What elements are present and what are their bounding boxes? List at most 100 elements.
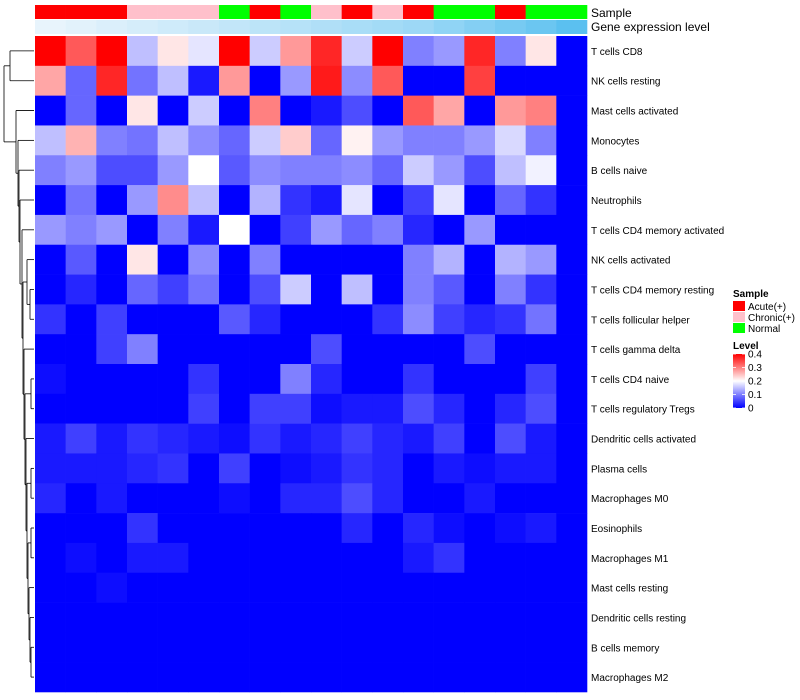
heatmap-cell xyxy=(127,364,158,395)
sample-annotation-cell xyxy=(249,5,281,19)
heatmap-cell xyxy=(525,244,557,275)
heatmap-cell xyxy=(35,214,66,246)
heatmap-cell xyxy=(96,125,128,156)
heatmap-cell xyxy=(157,95,189,126)
heatmap-cell xyxy=(96,423,128,454)
heatmap-cell xyxy=(311,483,342,514)
heatmap-cell xyxy=(372,214,404,246)
heatmap-cell xyxy=(157,155,189,186)
heatmap-cell xyxy=(464,632,496,663)
heatmap-cell xyxy=(35,185,66,216)
heatmap-cell xyxy=(372,572,404,603)
heatmap-cell xyxy=(219,244,250,275)
heatmap-cell xyxy=(219,513,250,544)
row-label: T cells CD4 memory resting xyxy=(591,285,714,296)
row-label: Dendritic cells resting xyxy=(591,613,686,624)
sample-annotation-cell xyxy=(525,5,557,19)
gene-expression-cell xyxy=(525,20,557,34)
heatmap-cell xyxy=(96,155,128,186)
heatmap-cell xyxy=(311,155,342,186)
heatmap-cell xyxy=(188,632,220,663)
heatmap-cell xyxy=(127,632,158,663)
row-label: Macrophages M1 xyxy=(591,554,669,565)
heatmap-cell xyxy=(188,513,220,544)
heatmap-cell xyxy=(311,632,342,663)
heatmap-cell xyxy=(188,65,220,96)
heatmap-cell xyxy=(249,572,281,603)
heatmap-cell xyxy=(341,542,373,574)
heatmap-cell xyxy=(556,155,588,186)
sample-annotation-cell xyxy=(341,5,373,19)
heatmap-cell xyxy=(219,632,250,663)
heatmap-cell xyxy=(433,36,465,67)
heatmap-cell xyxy=(433,125,465,156)
heatmap-cell xyxy=(341,453,373,484)
heatmap-cell xyxy=(464,393,496,424)
heatmap-cell xyxy=(495,185,526,216)
heatmap-cell xyxy=(127,483,158,514)
heatmap-cell xyxy=(127,393,158,424)
heatmap-cell xyxy=(280,214,312,246)
heatmap-cell xyxy=(157,483,189,514)
heatmap-cell xyxy=(249,662,281,693)
heatmap-cell xyxy=(372,155,404,186)
heatmap-cell xyxy=(525,572,557,603)
heatmap-cell xyxy=(219,65,250,96)
heatmap-cell xyxy=(35,244,66,275)
sample-legend-label: Acute(+) xyxy=(748,302,786,313)
heatmap-cell xyxy=(464,125,496,156)
heatmap-cell xyxy=(157,632,189,663)
heatmap-cell xyxy=(157,423,189,454)
heatmap-cell xyxy=(249,65,281,96)
heatmap-cell xyxy=(495,125,526,156)
heatmap-cell xyxy=(495,334,526,365)
heatmap-cell xyxy=(525,513,557,544)
heatmap-cell xyxy=(433,542,465,574)
heatmap-cell xyxy=(556,483,588,514)
heatmap-cell xyxy=(556,65,588,96)
level-tick-label: 0 xyxy=(748,404,754,415)
heatmap-cell xyxy=(96,334,128,365)
heatmap-cell xyxy=(372,423,404,454)
heatmap-cell xyxy=(403,274,434,305)
heatmap-cell xyxy=(525,662,557,693)
heatmap-cell xyxy=(280,244,312,275)
heatmap-cell xyxy=(157,393,189,424)
sample-legend-label: Normal xyxy=(748,324,780,335)
heatmap-cell xyxy=(188,304,220,335)
heatmap-cell xyxy=(403,125,434,156)
heatmap-cell xyxy=(372,274,404,305)
heatmap-cell xyxy=(372,95,404,126)
heatmap-cell xyxy=(495,364,526,395)
heatmap-cell xyxy=(495,65,526,96)
sample-annotation-cell xyxy=(65,5,97,19)
heatmap-cell xyxy=(35,125,66,156)
heatmap-cell xyxy=(188,572,220,603)
heatmap-cell xyxy=(188,125,220,156)
heatmap-cell xyxy=(311,95,342,126)
legend: Sample Acute(+)Chronic(+)Normal Level 0.… xyxy=(733,289,795,415)
heatmap-cell xyxy=(219,155,250,186)
heatmap-cell xyxy=(65,65,97,96)
sample-annotation-cell xyxy=(372,5,404,19)
heatmap-cell xyxy=(157,185,189,216)
row-dendrogram xyxy=(3,50,34,678)
heatmap-cell xyxy=(280,364,312,395)
sample-legend-swatch xyxy=(733,323,745,333)
heatmap-cell xyxy=(341,274,373,305)
heatmap-cell xyxy=(495,632,526,663)
heatmap-cell xyxy=(341,364,373,395)
heatmap-cell xyxy=(341,632,373,663)
heatmap-cell xyxy=(280,483,312,514)
heatmap-cell xyxy=(525,364,557,395)
heatmap-cell xyxy=(157,244,189,275)
heatmap-cell xyxy=(65,95,97,126)
heatmap-cell xyxy=(403,632,434,663)
sample-annotation-cell xyxy=(157,5,189,19)
heatmap-cell xyxy=(403,364,434,395)
heatmap-cell xyxy=(341,95,373,126)
row-label: T cells CD4 memory activated xyxy=(591,226,724,237)
heatmap-cell xyxy=(127,155,158,186)
heatmap-cell xyxy=(219,483,250,514)
heatmap-cell xyxy=(96,453,128,484)
